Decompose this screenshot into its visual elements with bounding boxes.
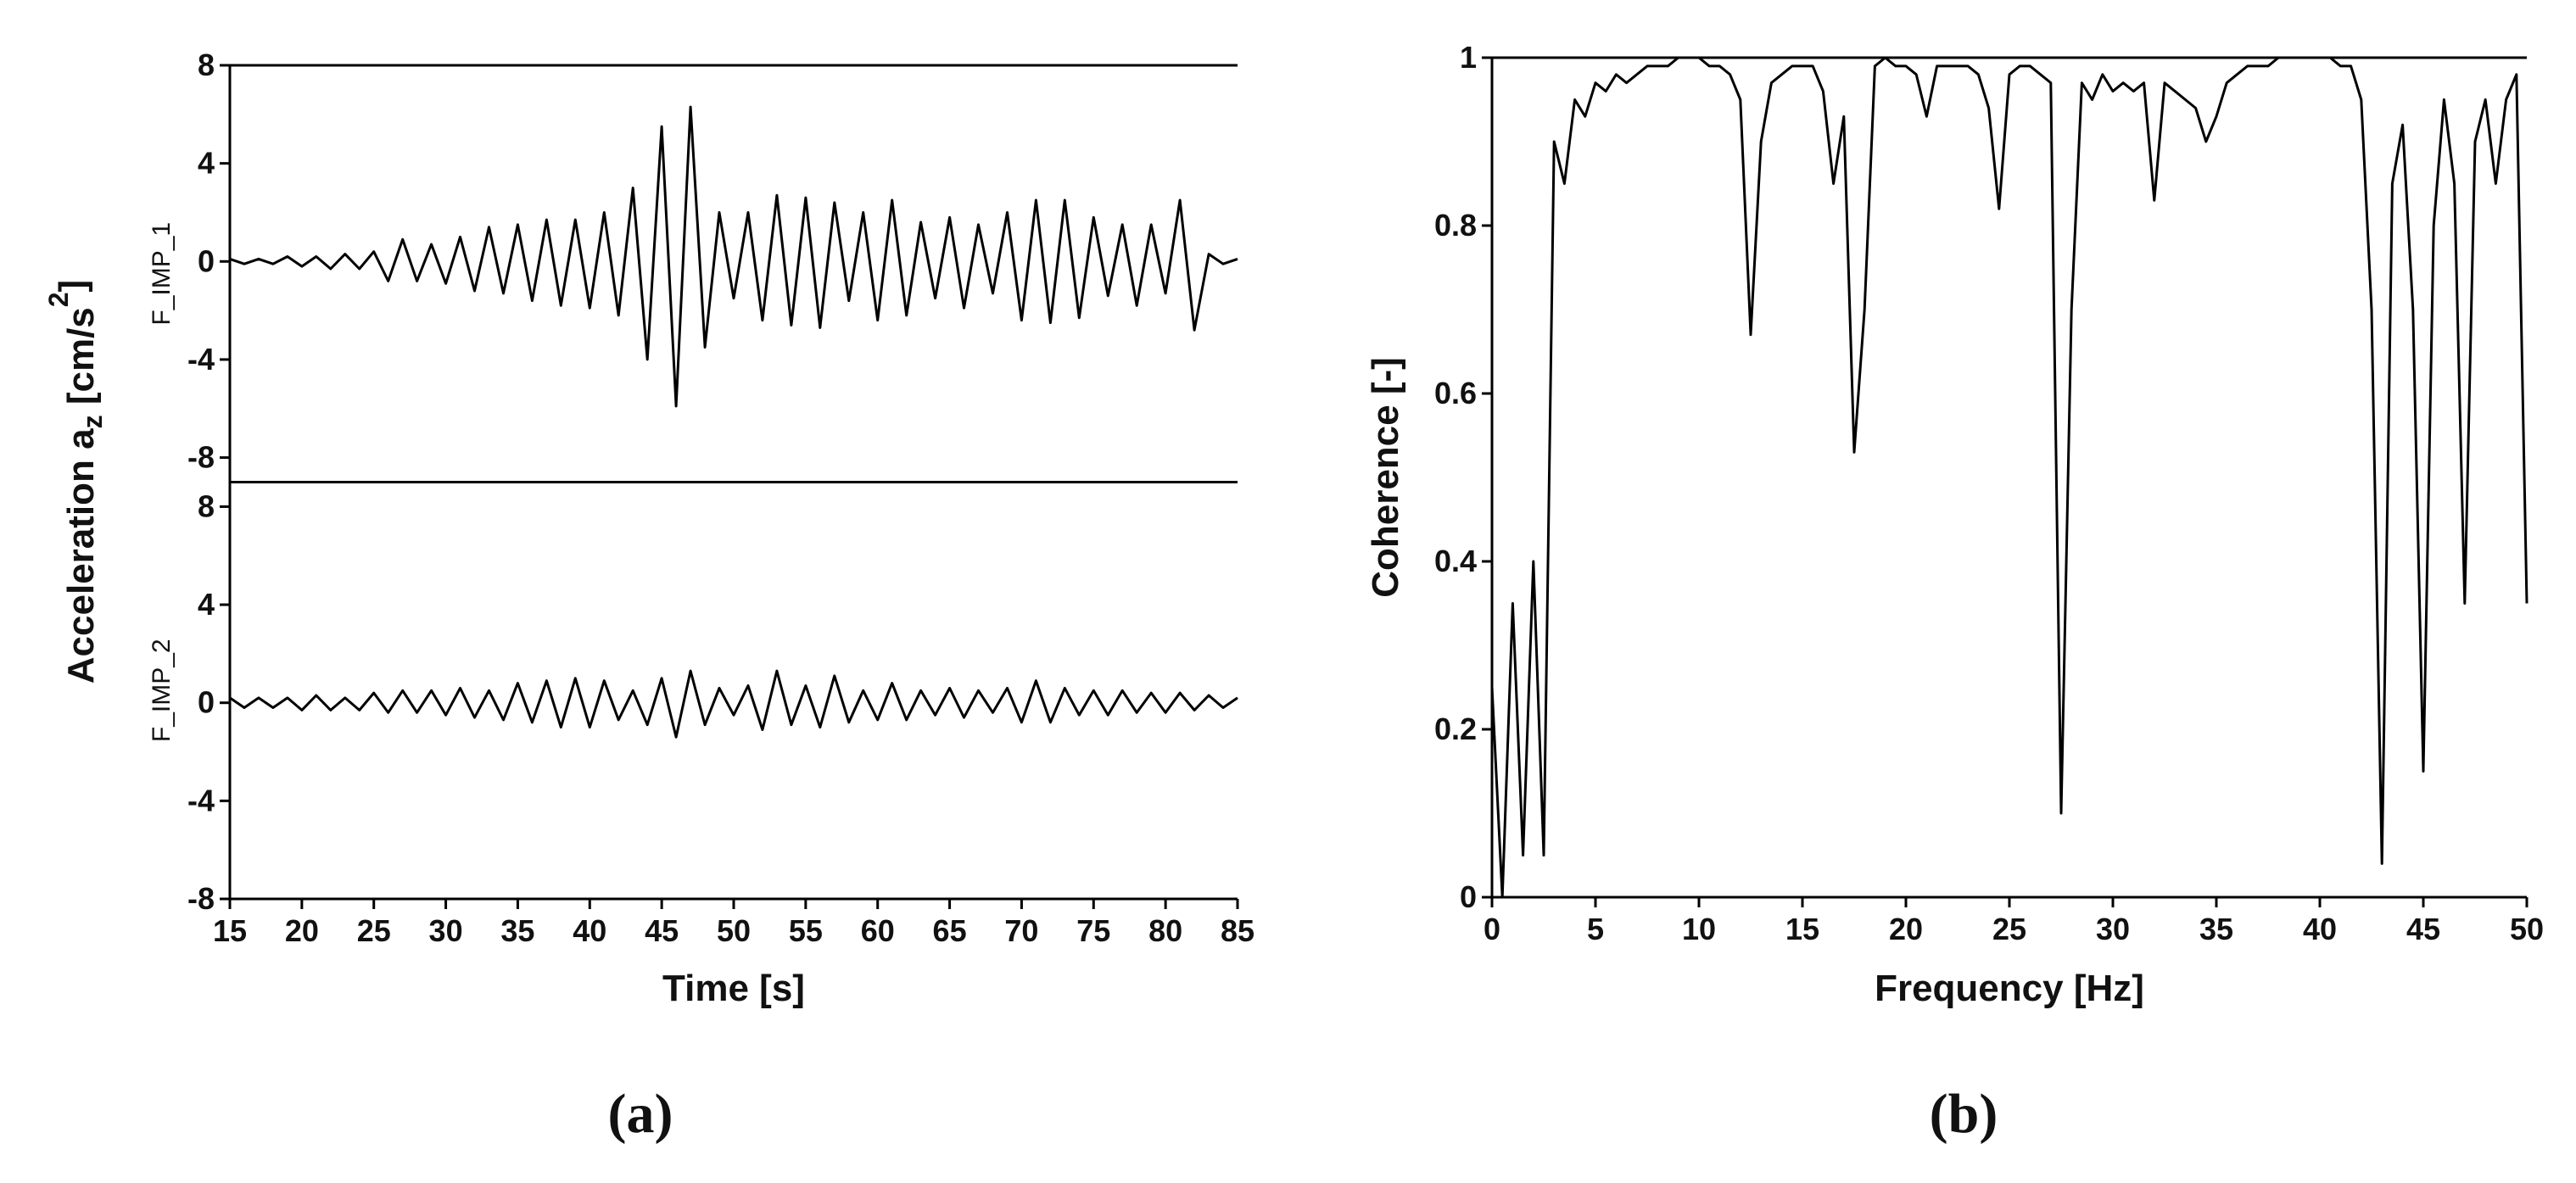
x-tick-label: 5 xyxy=(1587,912,1604,946)
data-line xyxy=(1490,56,2529,899)
y-tick-label: 0 xyxy=(198,243,215,278)
y-tick-label: -4 xyxy=(187,783,215,817)
y-tick-label: 4 xyxy=(198,146,215,181)
x-tick-label: 10 xyxy=(1682,912,1716,946)
x-tick-label: 60 xyxy=(861,913,895,948)
x-tick-label: 20 xyxy=(1889,912,1923,946)
y-axis-title: Acceleration az [cm/s2] xyxy=(43,280,108,684)
x-tick-label: 20 xyxy=(285,913,319,948)
x-tick-label: 65 xyxy=(933,913,967,948)
y-tick-label: -8 xyxy=(187,440,215,475)
x-axis-title: Time [s] xyxy=(662,968,805,1009)
data-line xyxy=(229,669,1238,739)
y-tick-label: 0.8 xyxy=(1434,208,1477,243)
y-axis-title-part: 2 xyxy=(43,292,74,307)
x-tick-label: 35 xyxy=(500,913,534,948)
x-tick-label: 45 xyxy=(2406,912,2440,946)
y-tick-label: 8 xyxy=(198,488,215,523)
x-tick-label: 30 xyxy=(429,913,463,948)
series-label: F_IMP_1 xyxy=(148,222,176,326)
y-tick-label: -8 xyxy=(187,881,215,916)
data-line xyxy=(229,105,1238,408)
x-tick-label: 80 xyxy=(1148,913,1182,948)
x-tick-label: 30 xyxy=(2096,912,2130,946)
x-tick-label: 40 xyxy=(2303,912,2337,946)
x-tick-label: 45 xyxy=(645,913,679,948)
x-tick-label: 85 xyxy=(1221,913,1254,948)
y-tick-label: 0 xyxy=(198,685,215,720)
x-tick-label: 75 xyxy=(1076,913,1110,948)
series-label: F_IMP_2 xyxy=(148,639,176,742)
y-tick-label: 0.6 xyxy=(1434,376,1477,410)
y-tick-label: 0 xyxy=(1460,879,1477,914)
x-tick-label: 25 xyxy=(1992,912,2026,946)
y-tick-label: 8 xyxy=(198,47,215,82)
x-tick-label: 25 xyxy=(357,913,391,948)
x-tick-label: 15 xyxy=(213,913,247,948)
y-tick-label: 1 xyxy=(1460,40,1477,75)
x-tick-label: 55 xyxy=(789,913,823,948)
y-tick-label: 0.4 xyxy=(1434,544,1477,578)
y-axis-title-part: z xyxy=(77,415,108,428)
x-tick-label: 35 xyxy=(2199,912,2233,946)
x-tick-label: 70 xyxy=(1004,913,1038,948)
y-axis-title: Coherence [-] xyxy=(1365,357,1406,598)
y-axis-title-part: [cm/s xyxy=(60,307,102,415)
x-tick-label: 50 xyxy=(2510,912,2544,946)
y-tick-label: -4 xyxy=(187,342,215,377)
x-tick-label: 0 xyxy=(1484,912,1500,946)
x-axis-title: Frequency [Hz] xyxy=(1875,968,2144,1009)
y-tick-label: 0.2 xyxy=(1434,711,1477,746)
y-tick-label: 4 xyxy=(198,587,215,622)
y-axis-title-part: ] xyxy=(52,280,93,293)
x-tick-label: 40 xyxy=(573,913,606,948)
x-tick-label: 50 xyxy=(717,913,751,948)
x-tick-label: 15 xyxy=(1785,912,1819,946)
y-axis-title-part: Acceleration a xyxy=(60,428,102,684)
panel-caption: (b) xyxy=(1930,1083,1998,1145)
panel-caption: (a) xyxy=(608,1083,673,1145)
